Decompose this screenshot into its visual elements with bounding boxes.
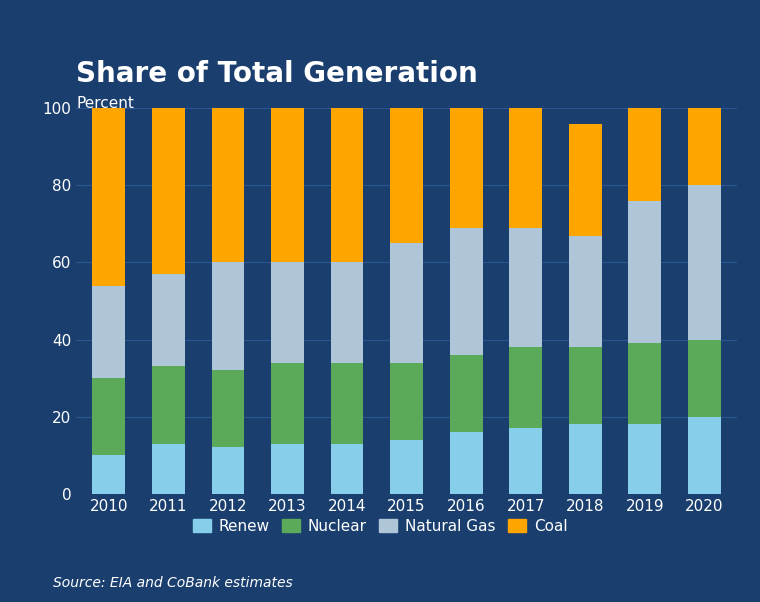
Bar: [450, 108, 483, 228]
Bar: [688, 108, 720, 185]
Bar: [569, 124, 602, 235]
Bar: [569, 347, 602, 424]
Bar: [629, 108, 661, 201]
Bar: [509, 347, 542, 428]
Bar: [211, 108, 244, 262]
Bar: [271, 444, 304, 494]
Bar: [688, 417, 720, 494]
Bar: [152, 108, 185, 274]
Bar: [629, 424, 661, 494]
Bar: [450, 432, 483, 494]
Bar: [509, 428, 542, 494]
Bar: [331, 262, 363, 362]
Bar: [93, 455, 125, 494]
Bar: [390, 243, 423, 362]
Text: Share of Total Generation: Share of Total Generation: [76, 60, 478, 88]
Bar: [390, 362, 423, 439]
Bar: [211, 447, 244, 494]
Bar: [509, 108, 542, 228]
Bar: [271, 108, 304, 262]
Bar: [688, 185, 720, 340]
Bar: [271, 262, 304, 362]
Bar: [509, 228, 542, 347]
Bar: [93, 108, 125, 285]
Bar: [152, 274, 185, 367]
Bar: [331, 108, 363, 262]
Bar: [390, 439, 423, 494]
Bar: [271, 362, 304, 444]
Bar: [93, 285, 125, 378]
Bar: [331, 444, 363, 494]
Bar: [450, 355, 483, 432]
Bar: [211, 262, 244, 370]
Bar: [152, 444, 185, 494]
Text: Percent: Percent: [76, 96, 134, 111]
Text: Source: EIA and CoBank estimates: Source: EIA and CoBank estimates: [53, 576, 293, 590]
Bar: [152, 367, 185, 444]
Bar: [629, 201, 661, 343]
Bar: [569, 235, 602, 347]
Bar: [331, 362, 363, 444]
Bar: [93, 378, 125, 455]
Legend: Renew, Nuclear, Natural Gas, Coal: Renew, Nuclear, Natural Gas, Coal: [186, 513, 574, 540]
Bar: [569, 424, 602, 494]
Bar: [688, 340, 720, 417]
Bar: [390, 108, 423, 243]
Bar: [629, 343, 661, 424]
Bar: [211, 370, 244, 447]
Bar: [450, 228, 483, 355]
